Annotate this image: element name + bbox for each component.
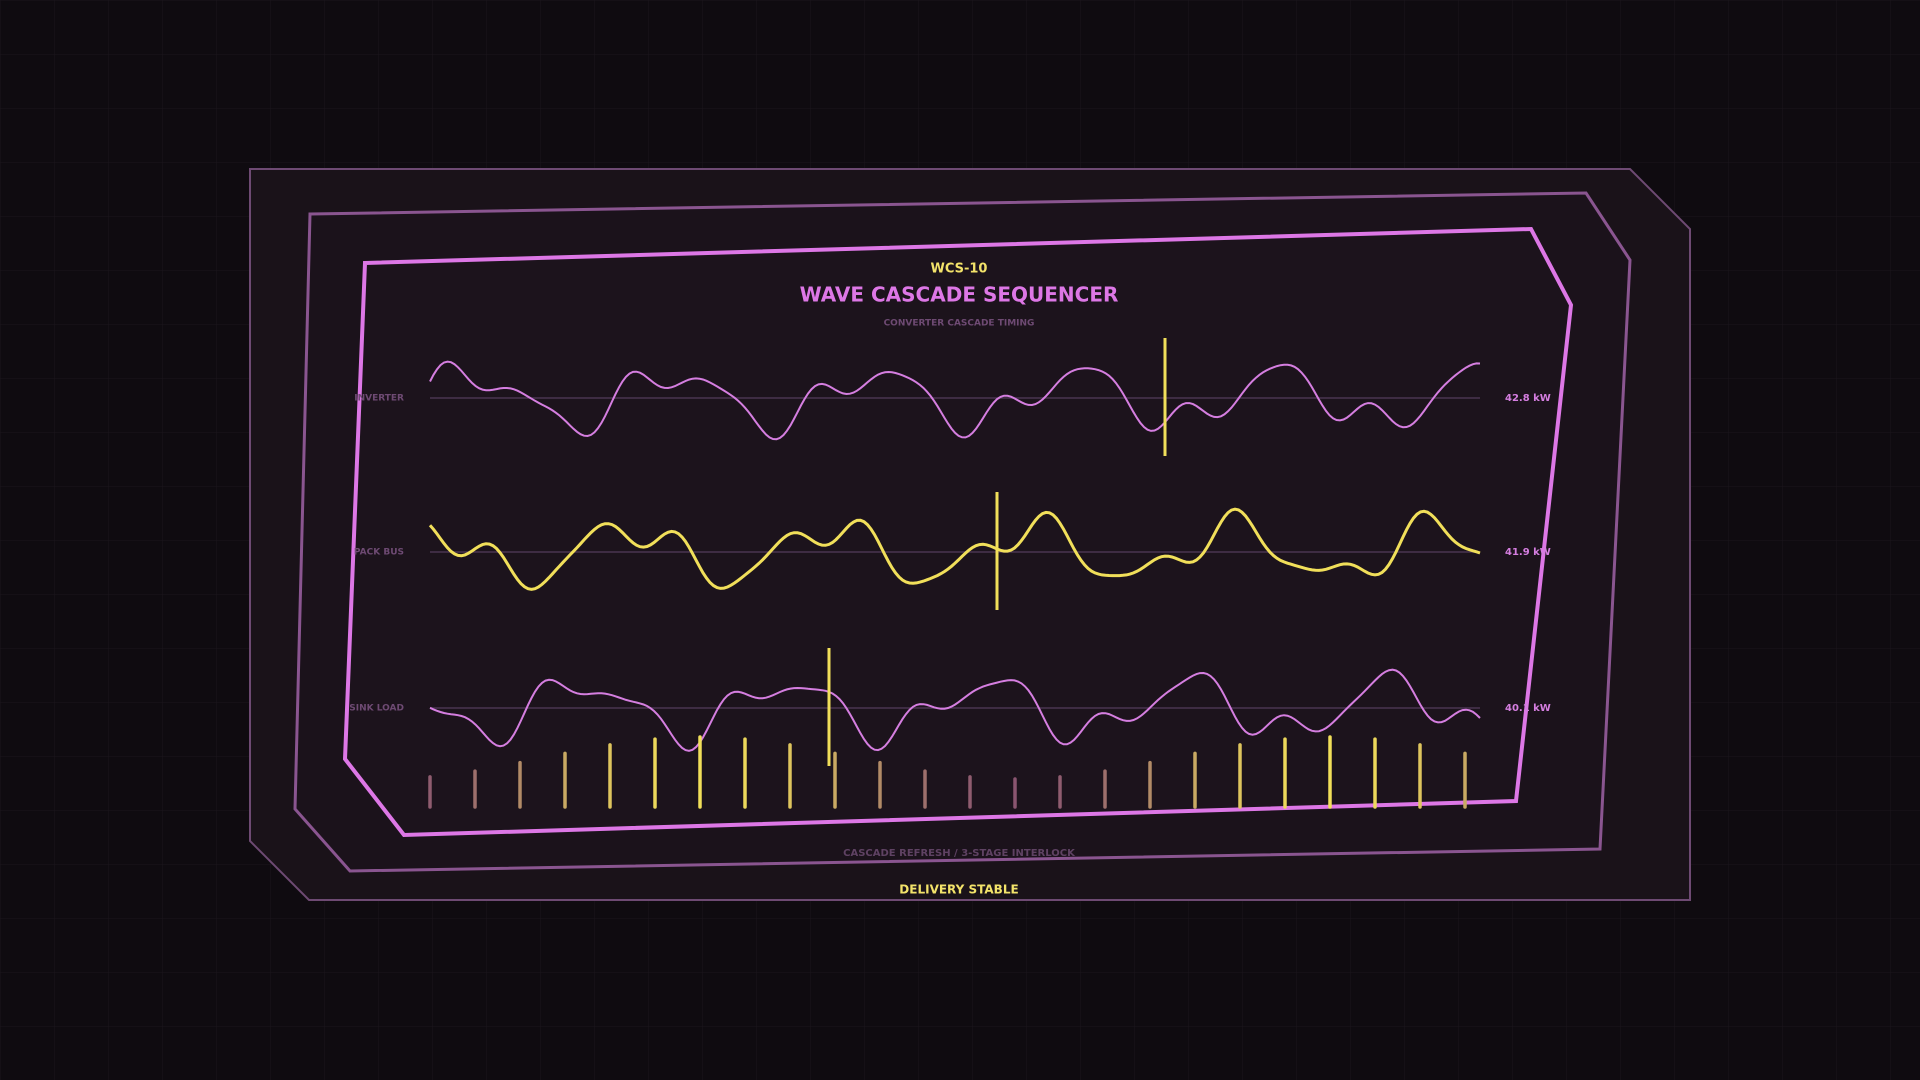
channel-reading: 41.9 kW — [1505, 547, 1551, 558]
channel-label: INVERTER — [354, 394, 404, 404]
channel-reading: 42.8 kW — [1505, 393, 1551, 404]
footer-caption: CASCADE REFRESH / 3-STAGE INTERLOCK — [843, 848, 1076, 859]
channel-reading: 40.1 kW — [1505, 703, 1551, 714]
waveform — [429, 668, 1481, 752]
status-text: DELIVERY STABLE — [899, 883, 1018, 897]
content: INVERTER 42.8 kW PACK BUS 41.9 kW SINK LOAD 4… — [349, 338, 1551, 809]
channel-label: SINK LOAD — [349, 704, 404, 714]
waveform — [428, 507, 1481, 591]
channel-label: PACK BUS — [354, 548, 404, 558]
panel-title: WAVE CASCADE SEQUENCER — [800, 283, 1119, 307]
waveform — [429, 360, 1481, 441]
panel-code: WCS-10 — [931, 262, 988, 277]
panel-subtitle: CONVERTER CASCADE TIMING — [884, 319, 1035, 329]
